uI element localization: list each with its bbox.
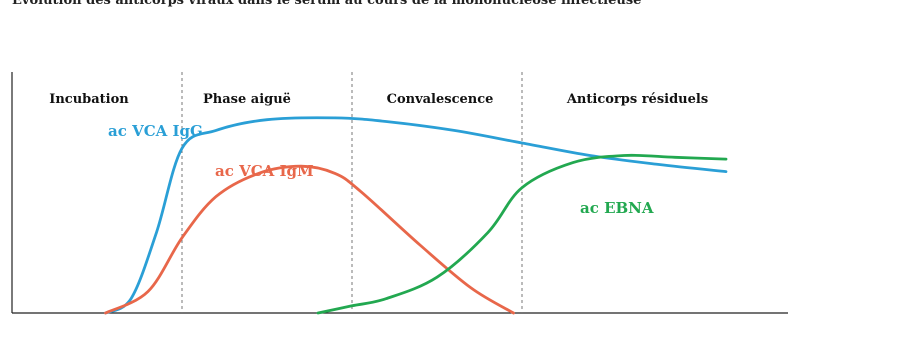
phase-label-1: Incubation <box>49 92 129 107</box>
series-line-3 <box>316 153 728 315</box>
series-label-1: ac VCA IgG <box>108 122 203 140</box>
chart-title: Evolution des anticorps viraux dans le s… <box>12 0 642 8</box>
series-line-2 <box>104 164 515 315</box>
phase-label-3: Convalescence <box>387 92 494 107</box>
phase-label-2: Phase aiguë <box>203 92 291 107</box>
series-label-3: ac EBNA <box>580 199 654 217</box>
phase-label-4: Anticorps résiduels <box>566 92 708 107</box>
series-line-1 <box>104 116 728 315</box>
series-label-2: ac VCA IgM <box>215 162 314 180</box>
